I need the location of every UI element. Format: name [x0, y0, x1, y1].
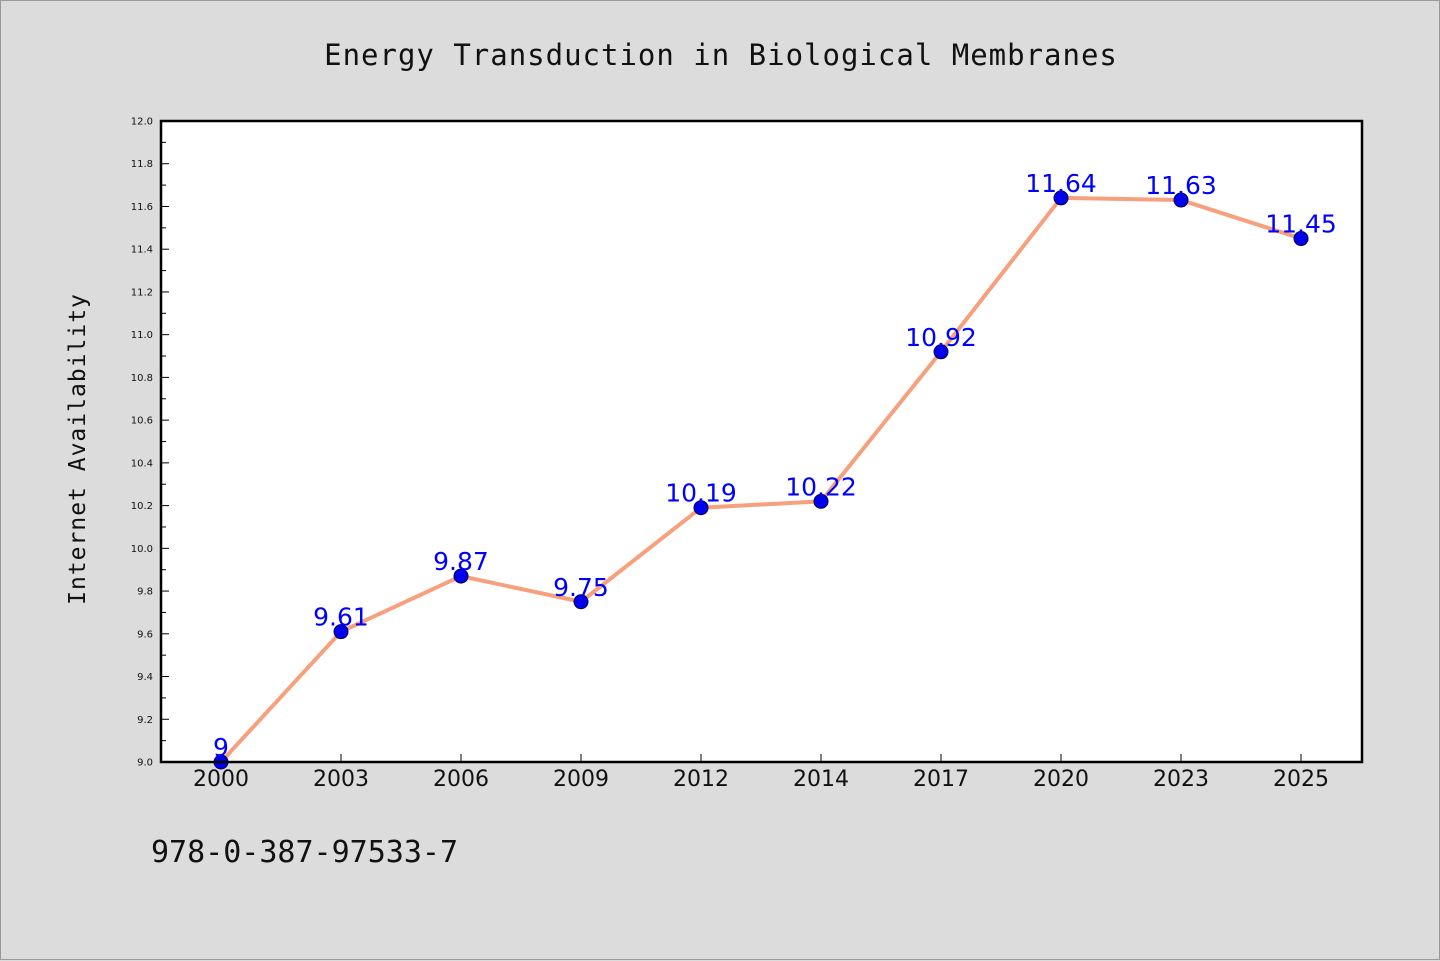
- data-label: 11.64: [1025, 169, 1097, 198]
- data-point: [453, 568, 469, 584]
- data-label: 9.87: [433, 547, 489, 576]
- y-tick-label: 11.2: [131, 287, 153, 298]
- plot-area: [161, 121, 1362, 762]
- data-label: 9: [213, 733, 229, 762]
- x-tick-label: 2020: [1033, 767, 1089, 792]
- y-tick-label: 9.6: [137, 629, 153, 640]
- x-tick-label: 2023: [1153, 767, 1209, 792]
- data-point: [1053, 190, 1069, 206]
- series-group: 9 9.61 9.87 9.75 10.19 10.22 10.92 11.64 11.63 11…: [213, 169, 1337, 770]
- series-line: [219, 195, 1303, 764]
- data-label: 9.75: [553, 573, 609, 602]
- y-axis-label: Internet Availability: [65, 293, 91, 605]
- data-point: [1173, 192, 1189, 208]
- y-tick-label: 11.6: [131, 202, 153, 213]
- x-tick-label: 2025: [1273, 767, 1329, 792]
- data-point: [693, 500, 709, 516]
- x-axis: 2000 2003 2006 2009 2012 2014 2017 2020 2023 2025: [193, 754, 1329, 792]
- data-point: [573, 594, 589, 610]
- y-axis: 9.0 9.2 9.4 9.6 9.8 10.0 10.2 10.4 10.6 10.8 11.0 1…: [131, 117, 169, 769]
- x-tick-label: 2009: [553, 767, 609, 792]
- x-tick-label: 2000: [193, 767, 249, 792]
- y-tick-label: 10.2: [131, 501, 153, 512]
- data-label: 10.92: [905, 323, 977, 352]
- y-tick-label: 11.4: [131, 245, 153, 256]
- y-tick-label: 9.2: [137, 715, 153, 726]
- y-tick-label: 10.4: [131, 458, 153, 469]
- y-tick-label: 10.6: [131, 416, 153, 427]
- isbn-text: 978-0-387-97533-7: [151, 835, 459, 870]
- y-tick-label: 9.8: [137, 587, 153, 598]
- data-point: [813, 493, 829, 509]
- x-tick-label: 2003: [313, 767, 369, 792]
- data-label: 11.45: [1265, 210, 1337, 239]
- data-label: 9.61: [313, 603, 369, 632]
- data-label: 10.19: [665, 479, 737, 508]
- data-point: [333, 624, 349, 640]
- y-tick-label: 11.0: [131, 330, 153, 341]
- y-tick-label: 11.8: [131, 159, 153, 170]
- chart-title: Energy Transduction in Biological Membra…: [324, 38, 1118, 72]
- x-tick-label: 2017: [913, 767, 969, 792]
- data-point: [933, 344, 949, 360]
- y-tick-label: 9.0: [137, 758, 153, 769]
- plot-frame: [159, 119, 1364, 764]
- data-point: [1293, 231, 1309, 247]
- data-label: 11.63: [1145, 171, 1217, 200]
- x-tick-label: 2014: [793, 767, 849, 792]
- y-tick-label: 10.8: [131, 373, 153, 384]
- data-label: 10.22: [785, 472, 857, 501]
- y-tick-label: 12.0: [131, 117, 153, 128]
- x-tick-label: 2006: [433, 767, 489, 792]
- y-tick-label: 10.0: [131, 544, 153, 555]
- x-tick-label: 2012: [673, 767, 729, 792]
- y-tick-label: 9.4: [137, 672, 153, 683]
